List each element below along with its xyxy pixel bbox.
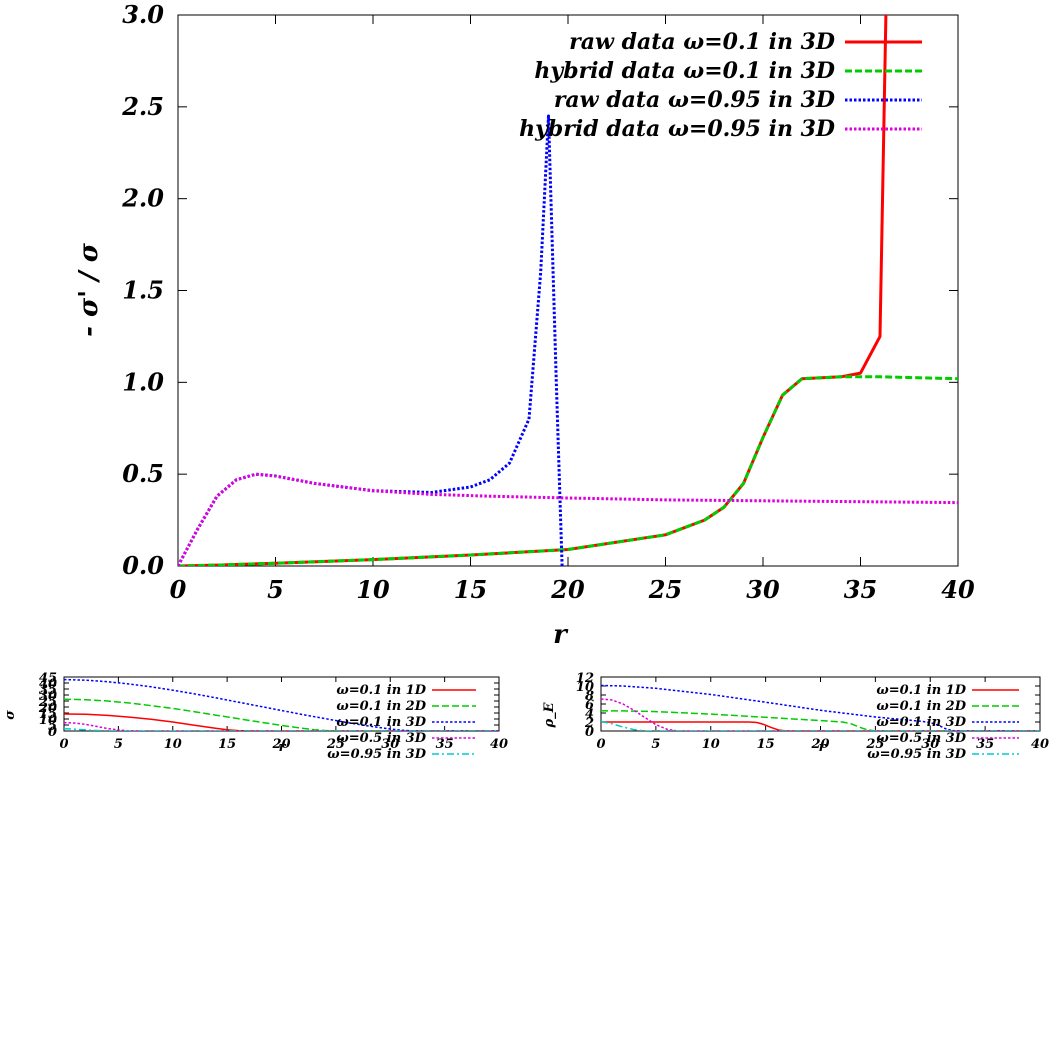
y-tick-label: 2.0 [121, 184, 164, 213]
y-tick-label: 0 [48, 725, 57, 740]
x-tick-label: 25 [326, 737, 345, 752]
x-axis-label: r [553, 620, 569, 650]
y-tick-label: 2.5 [121, 92, 164, 121]
y-tick-label: 10 [39, 713, 57, 728]
series-line-2 [64, 698, 499, 731]
series-line-5 [64, 727, 499, 731]
x-tick-label: 35 [976, 737, 994, 752]
legend-label: ω=0.1 in 2D [336, 699, 426, 714]
legend-label: ω=0.1 in 2D [876, 699, 966, 714]
legend-label: ω=0.95 in 3D [867, 747, 966, 762]
legend-label: ω=0.1 in 1D [876, 683, 966, 698]
y-axis-label: - σ' / σ [74, 242, 104, 337]
series-line-2 [178, 375, 958, 566]
legend-label: ω=0.1 in 1D [336, 683, 426, 698]
legend-label: ω=0.5 in 3D [876, 731, 966, 746]
y-tick-label: 6 [585, 698, 594, 713]
x-tick-label: 10 [356, 575, 390, 604]
y-tick-label: 45 [39, 671, 57, 686]
y-tick-label: 3.0 [122, 0, 164, 29]
legend-label: hybrid data ω=0.95 in 3D [519, 116, 835, 142]
series-line-4 [601, 698, 1040, 731]
series-line-3 [178, 114, 564, 566]
legend-label: ω=0.95 in 3D [327, 747, 426, 762]
y-tick-label: 0 [585, 725, 594, 740]
y-tick-label: 2 [584, 716, 594, 731]
y-tick-label: 1.5 [122, 276, 164, 305]
x-tick-label: 35 [436, 737, 454, 752]
y-tick-label: 30 [39, 689, 57, 704]
y-tick-label: 5 [48, 719, 57, 734]
x-tick-label: 5 [651, 737, 660, 752]
legend-label: raw data ω=0.1 in 3D [569, 29, 835, 55]
legend-label: ω=0.1 in 3D [876, 715, 966, 730]
x-tick-label: 15 [757, 737, 775, 752]
x-tick-label: 10 [702, 737, 720, 752]
chart-1: 0 5 10 15 20 25 30 35 40 0.0 0.5 1.0 1.5 2.0 2.5 3.0 r - … [74, 0, 975, 650]
legend-label: raw data ω=0.95 in 3D [554, 87, 835, 113]
chart-2: 0 5 10 15 20 25 30 35 40051015202530354045rσω=0.… [3, 671, 508, 762]
legend-label: ω=0.1 in 3D [336, 715, 426, 730]
y-tick-label: 12 [576, 671, 594, 686]
y-tick-label: 40 [39, 677, 57, 692]
x-tick-label: 5 [267, 575, 284, 604]
x-tick-label: 15 [218, 737, 236, 752]
y-tick-label: 0.0 [122, 551, 164, 580]
x-tick-label: 0 [59, 737, 68, 752]
x-tick-label: 30 [746, 575, 780, 604]
series-line-4 [178, 472, 958, 566]
x-tick-label: 20 [810, 737, 829, 752]
plot-frame [63, 676, 500, 732]
y-tick-label: 10 [576, 680, 594, 695]
x-tick-label: 5 [114, 737, 123, 752]
y-tick-label: 35 [39, 683, 57, 698]
series-line-4 [64, 721, 499, 731]
y-tick-label: 4 [585, 707, 594, 722]
series-line-3 [601, 684, 1040, 731]
legend-label: hybrid data ω=0.1 in 3D [534, 58, 835, 84]
x-tick-label: 30 [381, 737, 399, 752]
y-tick-label: 20 [38, 701, 57, 716]
x-tick-label: 40 [941, 575, 975, 604]
x-tick-label: 0 [170, 575, 187, 604]
x-tick-label: 25 [865, 737, 884, 752]
x-tick-label: 0 [596, 737, 605, 752]
y-tick-label: 1.0 [122, 367, 164, 396]
y-tick-label: 25 [38, 695, 57, 710]
x-tick-label: 10 [164, 737, 182, 752]
y-tick-label: 8 [585, 689, 594, 704]
x-tick-label: 35 [844, 575, 877, 604]
series-line-2 [601, 710, 1040, 731]
y-tick-label: 15 [39, 707, 57, 722]
x-axis-label: r [279, 740, 287, 755]
x-tick-label: 20 [550, 575, 585, 604]
y-axis-label: ρ_E [542, 701, 557, 728]
x-tick-label: 40 [1031, 737, 1049, 752]
legend-label: ω=0.5 in 3D [336, 731, 426, 746]
series-line-3 [64, 678, 499, 731]
x-tick-label: 40 [490, 737, 508, 752]
x-tick-label: 20 [271, 737, 290, 752]
x-tick-label: 25 [648, 575, 682, 604]
plot-frame [600, 676, 1041, 732]
x-tick-label: 30 [921, 737, 939, 752]
y-axis-label: σ [3, 710, 18, 720]
y-tick-label: 0.5 [122, 459, 164, 488]
x-axis-label: r [819, 740, 827, 755]
x-tick-label: 15 [454, 575, 487, 604]
